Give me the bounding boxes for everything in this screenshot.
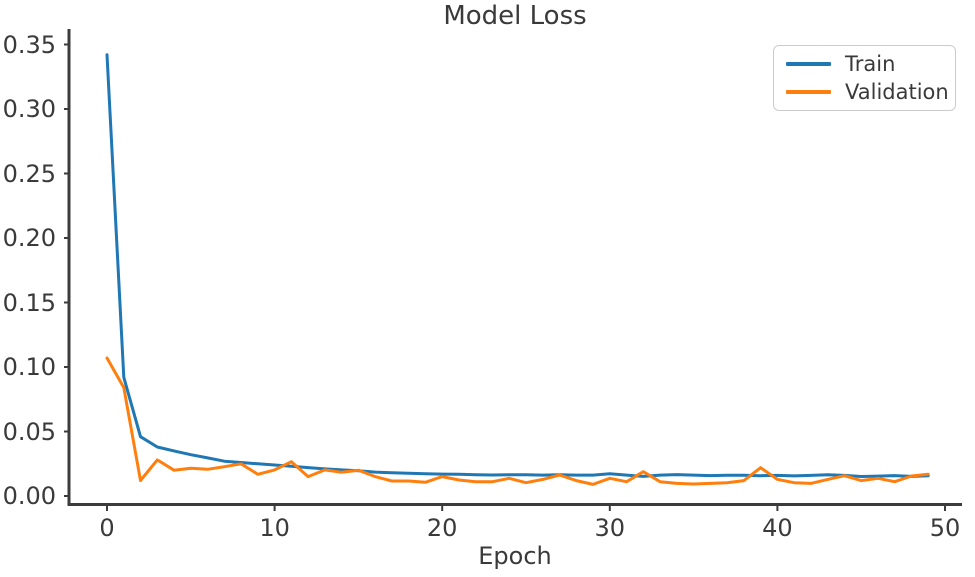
x-axis-label: Epoch [478,542,552,570]
y-tick-label: 0.20 [2,224,56,252]
y-tick-label: 0.35 [2,30,56,59]
y-tick-label: 0.25 [2,159,56,188]
x-tick-label: 40 [762,514,793,542]
x-tick-label: 10 [259,514,290,542]
train-line [105,53,930,478]
legend: Train Validation [773,45,956,111]
x-tick-label: 50 [929,514,961,542]
y-tick-label: 0.00 [2,482,56,510]
y-tick-label: 0.10 [2,353,56,381]
y-tick-label: 0.05 [2,417,56,446]
y-tick-label: 0.30 [2,95,56,123]
legend-item-validation: Validation [774,80,955,104]
x-tick-label: 0 [99,514,115,542]
validation-line [105,356,930,486]
legend-item-train: Train [774,52,955,76]
x-tick-label: 30 [594,514,626,542]
train-line-swatch [786,62,831,66]
chart-title: Model Loss [443,1,587,31]
validation-line-swatch [786,90,831,94]
y-tick-label: 0.15 [2,288,56,317]
legend-label-validation: Validation [845,80,949,104]
x-tick-label: 20 [426,514,458,542]
legend-label-train: Train [845,52,896,76]
